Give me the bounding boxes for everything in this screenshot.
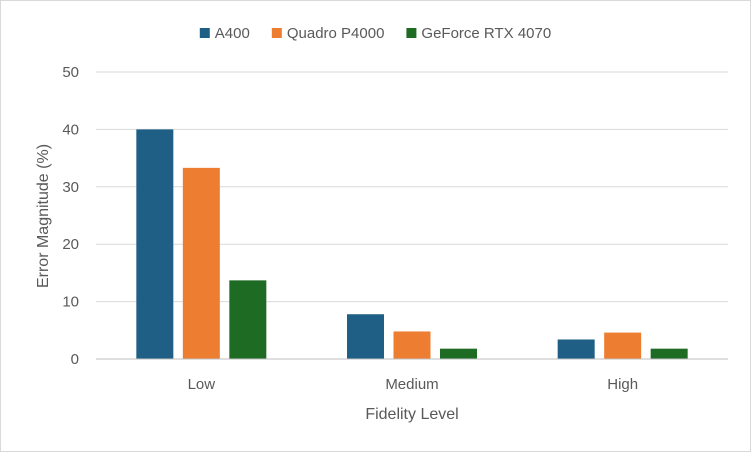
legend-label: A400 (215, 25, 250, 42)
x-tick-label: Medium (385, 376, 438, 393)
bar-geforce-rtx-4070-medium (440, 348, 477, 359)
legend-item: Quadro P4000 (271, 25, 385, 42)
bar-a400-high (557, 339, 595, 359)
bar-geforce-rtx-4070-high (650, 348, 688, 359)
legend-label: Quadro P4000 (287, 25, 385, 42)
legend-swatch (271, 28, 282, 38)
y-axis-title: Error Magnitude (%) (35, 144, 52, 288)
legend: A400 Quadro P4000 GeForce RTX 4070 (199, 25, 551, 42)
bar-quadro-p4000-high (604, 332, 642, 359)
legend-item: A400 (199, 25, 250, 42)
y-tick-label: 0 (71, 351, 79, 368)
legend-item: GeForce RTX 4070 (406, 25, 551, 42)
legend-swatch (406, 28, 417, 38)
bar-geforce-rtx-4070-low (229, 280, 267, 359)
y-tick-label: 40 (62, 121, 79, 138)
bars (136, 129, 688, 359)
x-axis-title: Fidelity Level (365, 406, 458, 423)
axes: 0 10 20 30 40 50 Low Medium High (62, 64, 728, 393)
bar-a400-medium (347, 314, 384, 359)
y-tick-label: 20 (62, 236, 79, 253)
bar-quadro-p4000-low (182, 167, 220, 359)
legend-swatch (199, 28, 210, 38)
bar-quadro-p4000-medium (393, 331, 431, 359)
x-tick-label: Low (188, 376, 216, 393)
legend-label: GeForce RTX 4070 (421, 25, 551, 42)
x-tick-label: High (607, 376, 638, 393)
y-tick-label: 30 (62, 179, 79, 196)
y-tick-label: 50 (62, 64, 79, 81)
y-tick-label: 10 (62, 294, 79, 311)
bar-a400-low (136, 129, 174, 359)
